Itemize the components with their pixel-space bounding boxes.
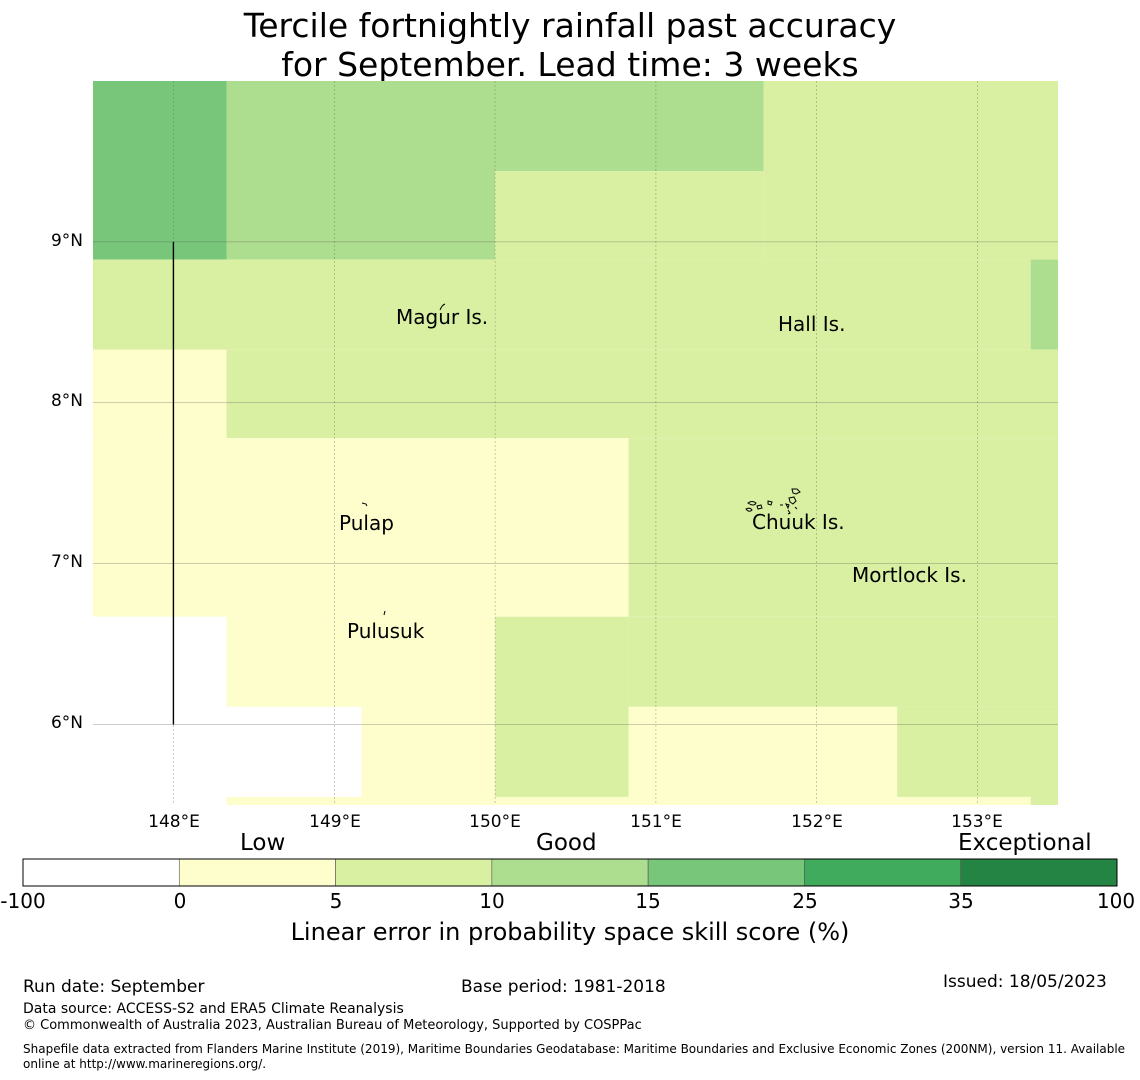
skill-cell-12 [93,616,227,805]
copyright: © Commonwealth of Australia 2023, Austra… [23,1018,642,1033]
place-label-magur: Magur Is. [396,305,489,329]
y-tick-9n: 9°N [50,231,83,251]
skill-cell-22 [897,796,1031,805]
skill-cell-3 [495,171,764,260]
place-label-mortlock: Mortlock Is. [852,563,967,587]
graticule [93,81,1058,805]
place-label-pulap: Pulap [339,511,394,535]
skill-cell-17 [495,616,629,797]
base-period: Base period: 1981-2018 [461,977,666,997]
skill-cell-20 [628,706,898,805]
issued-date: Issued: 18/05/2023 [943,972,1107,992]
skill-cell-7 [1030,259,1058,350]
shapefile-credit: Shapefile data extracted from Flanders M… [23,1042,1126,1071]
chart-title-line-2: for September. Lead time: 3 weeks [281,45,859,84]
skill-cell-9 [226,349,1058,439]
skill-cell-2 [495,81,764,172]
colorbar [22,858,1118,887]
place-label-pulusuk: Pulusuk [347,619,425,643]
island-outlines [361,303,801,616]
chuuk-lagoon-outline [745,488,801,515]
x-tick-148e: 148°E [148,812,200,832]
place-label-hall: Hall Is. [778,312,846,336]
colorbar-segment-3 [491,858,649,887]
skill-cell-23 [1030,796,1058,805]
colorbar-segment-6 [960,858,1118,887]
colorbar-tick-15: 15 [635,889,661,913]
skill-cell-14 [226,706,362,805]
skill-cell-15 [226,796,362,805]
skill-cell-5 [93,259,227,350]
skill-cell-1 [226,81,496,260]
x-tick-153e: 153°E [951,812,1003,832]
skill-cell-21 [897,706,1058,797]
skill-cell-16 [361,706,496,805]
colorbar-category-exceptional: Exceptional [958,830,1092,856]
magur-island-outline [439,303,446,311]
skill-cell-19 [628,616,1058,707]
pulusuk-island-outline [383,610,386,616]
chart-title-line-1: Tercile fortnightly rainfall past accura… [243,6,897,45]
x-tick-150e: 150°E [469,812,521,832]
colorbar-category-good: Good [536,830,597,856]
place-label-chuuk: Chuuk Is. [752,510,845,534]
skill-cell-6 [226,259,1031,350]
colorbar-tick-5: 5 [329,889,343,913]
colorbar-segment-1 [178,858,336,887]
colorbar-tick-25: 25 [792,889,818,913]
skill-grid [93,81,1058,805]
skill-cell-8 [93,349,227,439]
x-tick-149e: 149°E [309,812,361,832]
y-tick-8n: 8°N [50,391,83,411]
skill-cell-4 [763,81,1058,260]
skill-cell-0 [93,81,227,260]
skill-cell-10 [93,438,629,617]
skill-map [93,81,1058,805]
pulap-island-outline [361,502,368,507]
y-tick-7n: 7°N [50,552,83,572]
colorbar-tick-minus100: -100 [0,889,46,913]
colorbar-segment-2 [335,858,493,887]
skill-cell-18 [495,796,629,805]
colorbar-segment-0 [22,858,180,887]
x-tick-152e: 152°E [791,812,843,832]
x-tick-151e: 151°E [630,812,682,832]
colorbar-category-low: Low [240,830,286,856]
skill-cell-11 [628,438,1058,617]
colorbar-segment-4 [647,858,805,887]
data-source: Data source: ACCESS-S2 and ERA5 Climate … [23,1001,404,1017]
colorbar-segment-5 [804,858,962,887]
colorbar-tick-0: 0 [173,889,187,913]
y-tick-6n: 6°N [50,713,83,733]
colorbar-frame [22,858,1118,887]
colorbar-tick-35: 35 [948,889,974,913]
skill-cell-13 [226,616,496,707]
colorbar-label: Linear error in probability space skill … [290,918,850,946]
run-date: Run date: September [23,977,205,997]
colorbar-tick-10: 10 [479,889,505,913]
colorbar-tick-100: 100 [1096,889,1136,913]
